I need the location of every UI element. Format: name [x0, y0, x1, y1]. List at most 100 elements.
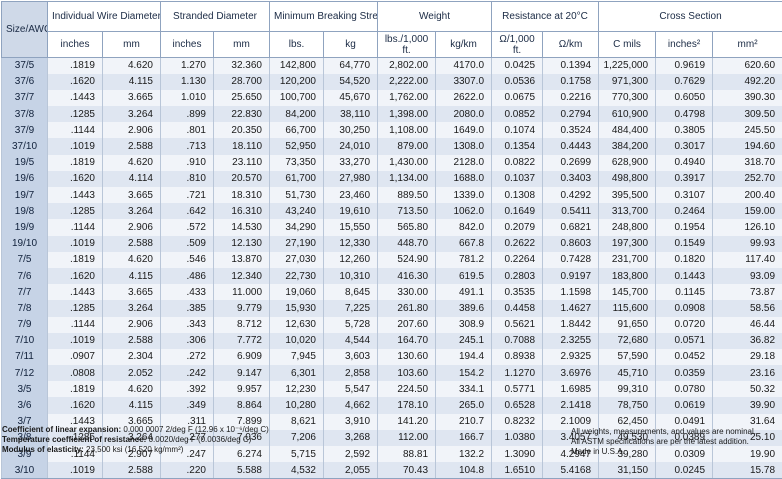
table-cell: 565.80 [378, 219, 436, 235]
table-cell: 0.6821 [543, 219, 599, 235]
table-cell: 18.110 [214, 138, 270, 154]
table-cell: 12,260 [324, 252, 378, 268]
table-cell: .1443 [48, 187, 103, 203]
table-cell: 3.264 [103, 203, 161, 219]
table-cell: 57,590 [599, 349, 656, 365]
table-cell: 0.1649 [492, 203, 543, 219]
table-cell: .1620 [48, 268, 103, 284]
table-cell: .1144 [48, 219, 103, 235]
table-cell: 0.3917 [656, 171, 713, 187]
table-cell: 0.2079 [492, 219, 543, 235]
table-cell: 1.010 [161, 90, 214, 106]
table-cell: .1819 [48, 155, 103, 171]
table-cell: 2.1418 [543, 397, 599, 413]
table-cell: 2.906 [103, 219, 161, 235]
table-cell: 132.2 [436, 446, 492, 462]
table-cell: 73,350 [270, 155, 324, 171]
table-cell: 1.0380 [492, 430, 543, 446]
table-cell: 19,610 [324, 203, 378, 219]
table-cell: .546 [161, 252, 214, 268]
table-cell: 0.3403 [543, 171, 599, 187]
table-cell: 0.8603 [543, 236, 599, 252]
table-cell: 224.50 [378, 381, 436, 397]
table-cell: 2.906 [103, 317, 161, 333]
table-cell: 0.0720 [656, 317, 713, 333]
note-expansion: Coefficient of linear expansion: 0.000 0… [2, 425, 269, 435]
table-cell: 0.2622 [492, 236, 543, 252]
table-cell: 1308.0 [436, 138, 492, 154]
table-cell: 52,950 [270, 138, 324, 154]
table-cell: 879.00 [378, 138, 436, 154]
table-cell: 2.906 [103, 122, 161, 138]
notes-left: Coefficient of linear expansion: 0.000 0… [2, 425, 269, 455]
table-cell: 11.000 [214, 284, 270, 300]
table-cell: 0.4443 [543, 138, 599, 154]
size-awg-cell: 7/10 [2, 333, 48, 349]
table-cell: 46.44 [713, 317, 782, 333]
size-awg-cell: 19/7 [2, 187, 48, 203]
table-cell: 1.270 [161, 58, 214, 74]
table-cell: 4,532 [270, 462, 324, 478]
table-cell: 5,547 [324, 381, 378, 397]
table-cell: .1019 [48, 333, 103, 349]
unit-header: kg/km [436, 32, 492, 58]
table-cell: 64,770 [324, 58, 378, 74]
table-cell: 12,330 [324, 236, 378, 252]
table-cell: 318.70 [713, 155, 782, 171]
size-awg-cell: 7/12 [2, 365, 48, 381]
size-awg-cell: 37/8 [2, 106, 48, 122]
table-cell: 0.0452 [656, 349, 713, 365]
table-cell: 0.0425 [492, 58, 543, 74]
size-awg-cell: 7/11 [2, 349, 48, 365]
table-cell: 4.620 [103, 155, 161, 171]
table-cell: 43,240 [270, 203, 324, 219]
table-cell: 971,300 [599, 74, 656, 90]
table-cell: 3,268 [324, 430, 378, 446]
table-cell: 330.00 [378, 284, 436, 300]
table-cell: 0.6528 [492, 397, 543, 413]
table-cell: 6.909 [214, 349, 270, 365]
table-cell: 0.7428 [543, 252, 599, 268]
table-cell: 416.30 [378, 268, 436, 284]
table-cell: 9.957 [214, 381, 270, 397]
spec-sheet: Size/AWG Individual Wire Diameter Strand… [0, 0, 782, 457]
table-cell: 15,930 [270, 300, 324, 316]
table-cell: 23,460 [324, 187, 378, 203]
table-cell: 0.0571 [656, 333, 713, 349]
table-cell: .1620 [48, 171, 103, 187]
table-cell: 0.0359 [656, 365, 713, 381]
table-cell: 200.40 [713, 187, 782, 203]
table-cell: 0.1037 [492, 171, 543, 187]
table-cell: .1819 [48, 58, 103, 74]
unit-header: mm [103, 32, 161, 58]
table-cell: 0.1549 [656, 236, 713, 252]
table-cell: 7,225 [324, 300, 378, 316]
table-cell: .1019 [48, 236, 103, 252]
table-cell: 104.8 [436, 462, 492, 478]
table-cell: 13.870 [214, 252, 270, 268]
group-header: Weight [378, 2, 492, 32]
table-cell: 8.864 [214, 397, 270, 413]
table-cell: 15.78 [713, 462, 782, 478]
table-cell: 0.2803 [492, 268, 543, 284]
table-cell: 126.10 [713, 219, 782, 235]
table-cell: .1285 [48, 106, 103, 122]
table-cell: 27,030 [270, 252, 324, 268]
table-cell: 159.00 [713, 203, 782, 219]
table-cell: .1819 [48, 252, 103, 268]
table-cell: .810 [161, 171, 214, 187]
table-cell: 18.310 [214, 187, 270, 203]
table-cell: 0.9619 [656, 58, 713, 74]
table-cell: 3.665 [103, 90, 161, 106]
note-nominal: All weights, measurements, and values ar… [571, 427, 756, 437]
table-cell: 3307.0 [436, 74, 492, 90]
table-cell: 7,945 [270, 349, 324, 365]
table-cell: 308.9 [436, 317, 492, 333]
table-cell: 1688.0 [436, 171, 492, 187]
table-cell: 265.0 [436, 397, 492, 413]
